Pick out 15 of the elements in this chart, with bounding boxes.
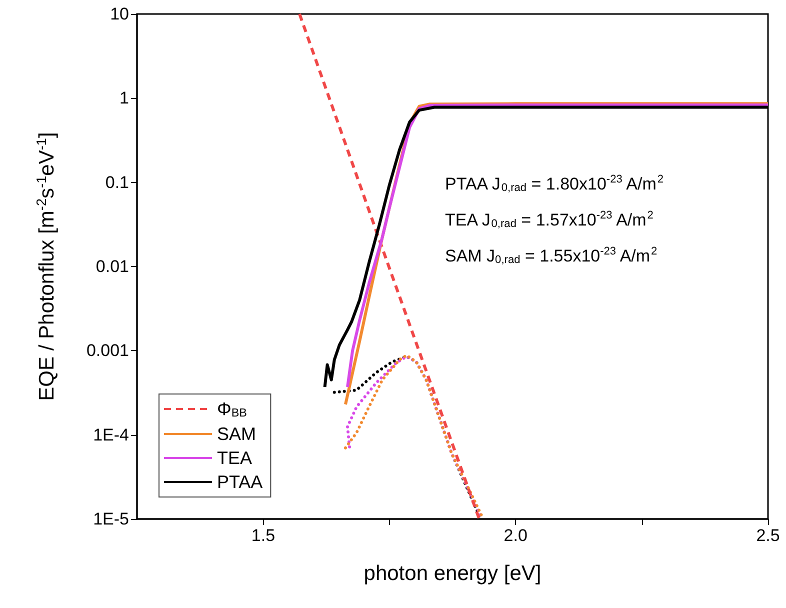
- y-tick-label: 1E-4: [93, 425, 129, 444]
- x-tick-label: 1.5: [251, 526, 276, 545]
- x-tick-label: 2.5: [756, 526, 780, 545]
- y-tick-label: 1: [120, 88, 129, 108]
- y-tick-label: 0.1: [105, 172, 129, 192]
- y-tick-label: 0.01: [96, 257, 129, 276]
- x-tick-label: 2.0: [504, 526, 528, 545]
- y-tick-label: 10: [110, 4, 129, 24]
- y-tick-label: 0.001: [86, 341, 129, 360]
- legend-label: TEA: [217, 448, 252, 468]
- y-tick-label: 1E-5: [93, 510, 129, 528]
- legend-label: PTAA: [217, 472, 263, 492]
- y-axis-title: EQE / Photonflux [m-2s-1eV-1]: [34, 132, 58, 401]
- legend-label: SAM: [217, 424, 256, 444]
- x-axis-title: photon energy [eV]: [364, 562, 542, 585]
